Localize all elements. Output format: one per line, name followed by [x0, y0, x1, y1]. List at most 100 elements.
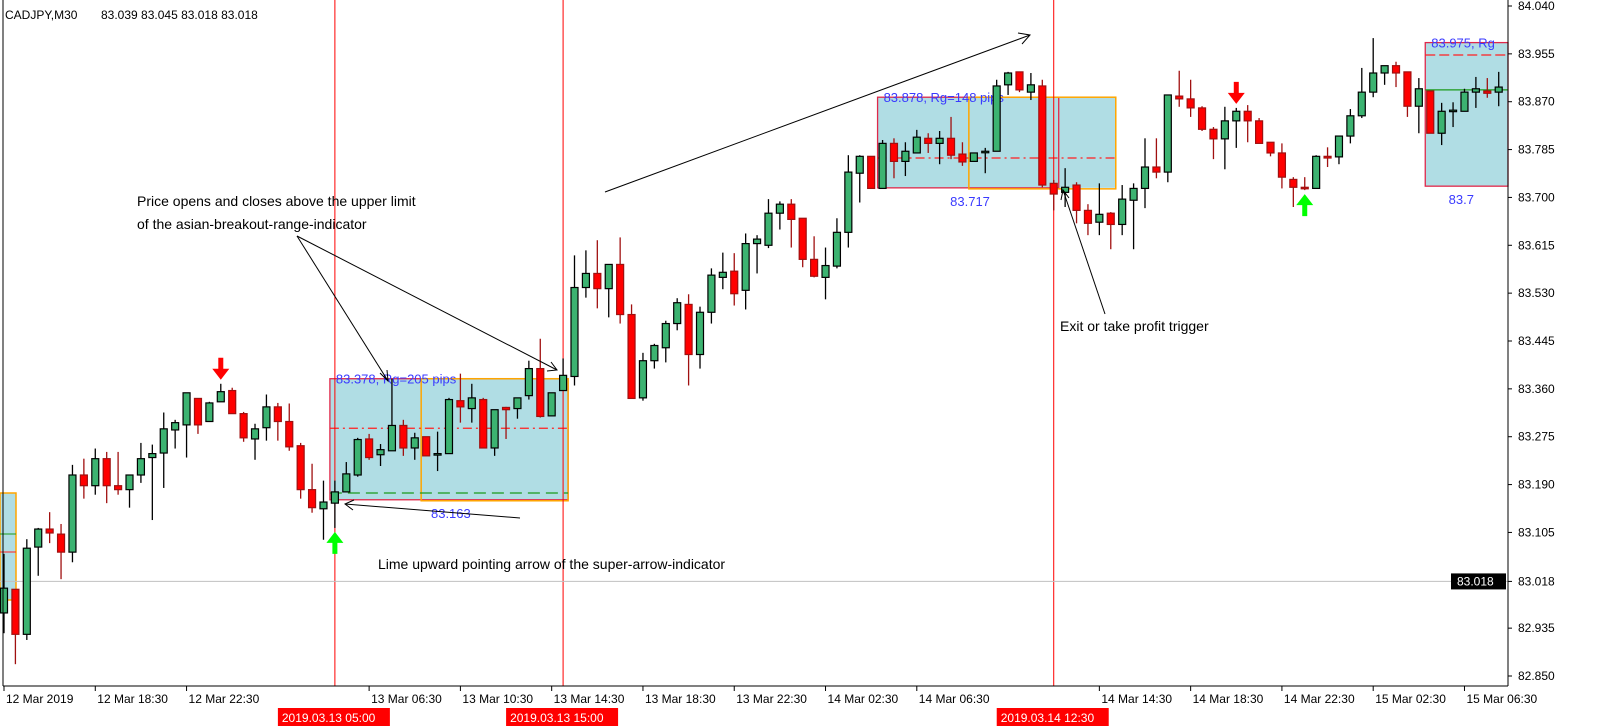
candle-body: [798, 217, 807, 260]
candle-body: [718, 271, 727, 278]
bull-candle: [1095, 183, 1104, 236]
bull-candle: [91, 448, 100, 495]
candle-body: [376, 449, 385, 456]
candle-body: [1015, 71, 1024, 91]
price-axis[interactable]: 84.040 83.955 83.870 83.785 83.700 83.615 83.5…: [1508, 0, 1555, 683]
arrowhead-icon: [379, 369, 389, 383]
bear-candle: [1049, 179, 1058, 211]
candle-body: [536, 367, 545, 418]
candle-body: [764, 212, 773, 246]
annotation-pointer-line: [1062, 189, 1106, 315]
bear-candle: [456, 373, 465, 423]
session-time-label: 2019.03.13 15:00: [510, 711, 604, 725]
candle-body: [787, 203, 796, 220]
candle-body: [262, 406, 271, 429]
time-tick-label: 13 Mar 22:30: [736, 692, 807, 706]
candle-body: [1300, 186, 1309, 190]
candle-body: [1026, 84, 1036, 93]
candle-body: [1220, 120, 1229, 140]
bear-candle: [307, 463, 317, 513]
candle-body: [1460, 91, 1469, 112]
candle-body: [11, 588, 20, 635]
candle-body: [616, 263, 625, 316]
bull-candle: [844, 155, 853, 248]
svg-text:83.018: 83.018: [1457, 574, 1494, 588]
bear-candle: [616, 237, 625, 324]
asian-range-layer: 83.378, Rg=205 pips 83.163 83.878, Rg=148 …: [0, 36, 1509, 601]
bull-candle: [775, 201, 784, 230]
candles: [0, 38, 1503, 665]
candle-body: [992, 85, 1001, 152]
candle-body: [1186, 98, 1195, 109]
bull-candle: [342, 462, 351, 493]
candle-body: [273, 406, 282, 423]
candle-body: [650, 344, 659, 362]
candle-body: [889, 142, 899, 162]
candle-body: [479, 398, 488, 449]
candle-body: [513, 397, 522, 410]
bull-candle: [0, 553, 9, 634]
candle-body: [924, 137, 933, 144]
candle-body: [1369, 72, 1378, 93]
bull-candle: [1118, 185, 1127, 236]
bull-candle: [581, 250, 591, 298]
bull-candle: [878, 140, 887, 190]
candle-body: [1471, 88, 1480, 93]
candle-body: [1083, 209, 1093, 224]
bull-candle: [330, 480, 339, 528]
candle-body: [1209, 128, 1218, 140]
bear-candle: [113, 451, 123, 495]
candle-body: [1197, 107, 1207, 130]
candle-body: [1380, 65, 1389, 74]
candle-body: [775, 203, 784, 214]
bull-candle: [1414, 78, 1423, 134]
arrowhead-icon: [1060, 188, 1070, 201]
bull-candle: [1369, 38, 1378, 98]
candle-body: [353, 438, 362, 476]
session-lines: [334, 0, 1055, 708]
bull-candle: [125, 474, 134, 508]
candle-body: [342, 473, 351, 493]
chart-ohlc: 83.039 83.045 83.018 83.018: [101, 8, 258, 22]
arrowhead-icon: [1017, 32, 1031, 45]
candle-body: [1152, 166, 1161, 173]
session-time-label: 2019.03.13 05:00: [282, 711, 376, 725]
time-tick-label: 14 Mar 18:30: [1193, 692, 1264, 706]
bear-candle: [11, 588, 20, 665]
bear-candle: [273, 402, 282, 441]
candle-body: [958, 153, 967, 163]
bull-candle: [353, 437, 362, 477]
candle-body: [136, 458, 146, 476]
bull-candle: [638, 352, 648, 401]
bear-candle: [1254, 118, 1264, 144]
arrowhead-icon: [344, 499, 355, 511]
annotation-breakout-line1: Price opens and closes above the upper l…: [137, 193, 416, 209]
bear-candle: [79, 458, 88, 499]
candle-body: [205, 402, 214, 423]
candle-body: [1414, 88, 1423, 107]
bear-candle: [1323, 147, 1332, 168]
bear-candle: [399, 419, 408, 456]
candle-body: [456, 400, 465, 408]
price-tick-label: 83.105: [1518, 525, 1555, 539]
candle-body: [1106, 212, 1115, 226]
bull-candle: [570, 255, 579, 386]
bull-candle: [604, 263, 613, 318]
bull-candle: [490, 409, 499, 456]
candle-body: [125, 474, 134, 491]
candle-body: [433, 453, 442, 456]
bull-candle: [855, 155, 864, 203]
bear-candle: [193, 397, 203, 434]
price-tick-label: 83.190: [1518, 478, 1555, 492]
candle-body: [878, 142, 887, 190]
bull-candle: [319, 480, 328, 540]
time-axis[interactable]: 12 Mar 2019 12 Mar 18:30 12 Mar 22:30 13 Ma…: [3, 686, 1538, 706]
price-tick-label: 83.615: [1518, 238, 1555, 252]
bull-candle: [935, 130, 944, 165]
bull-candle: [981, 147, 990, 174]
bull-candle: [901, 142, 910, 177]
candle-body: [228, 389, 237, 415]
candle-body: [159, 428, 168, 454]
bear-candle: [1391, 61, 1401, 88]
